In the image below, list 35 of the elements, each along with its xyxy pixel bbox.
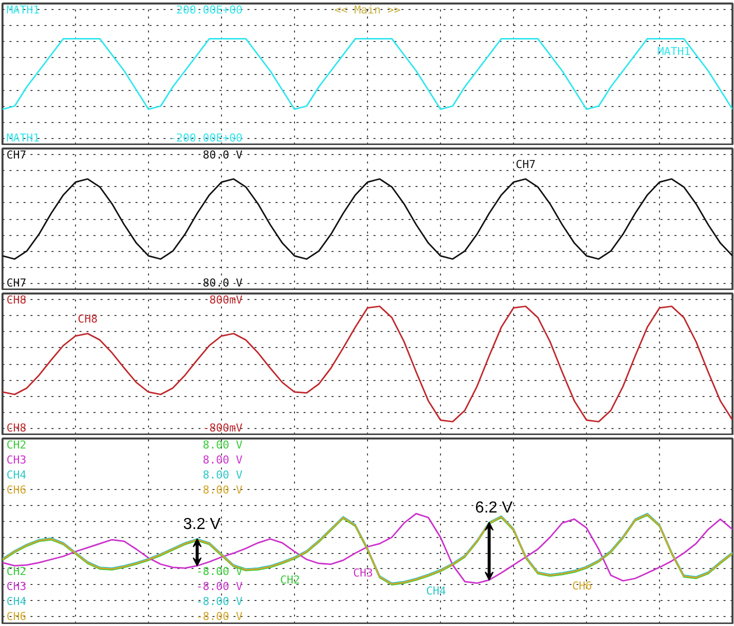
series-label: CH3 <box>353 566 374 580</box>
y-tick-label: 8.00 V <box>202 483 243 496</box>
series-label: MATH1 <box>657 44 690 58</box>
y-tick-label: -80.0 V <box>196 276 243 290</box>
text: CH4 <box>6 468 26 482</box>
y-tick-label: -800mV <box>202 422 243 435</box>
y-tick-label: 200.00E+00 <box>176 3 243 16</box>
text: CH2 <box>6 438 26 452</box>
series-label: CH4 <box>426 584 446 598</box>
series-label: CH7 <box>516 158 536 171</box>
y-tick-label: -200.00E+00 <box>170 132 243 145</box>
text: CH8 <box>6 293 26 306</box>
text: CH3 <box>6 580 26 593</box>
line-series <box>2 38 732 110</box>
text: CH8 <box>6 422 26 435</box>
line-series <box>2 306 732 422</box>
line-series <box>2 178 732 260</box>
text: CH6 <box>6 610 26 623</box>
y-tick-label: -8.00 V <box>196 610 243 623</box>
series-label: CH2 <box>6 564 26 578</box>
y-tick-label: 80.0 V <box>202 148 243 162</box>
series-label: CH8 <box>78 312 98 326</box>
text: MATH1 <box>6 132 40 145</box>
text: CH2 <box>280 573 300 586</box>
text: CH6 <box>6 483 26 496</box>
annotation: 6.2 V <box>475 499 513 516</box>
y-tick-label: 800mV <box>209 293 243 306</box>
text: CH7 <box>6 276 26 290</box>
text: CH7 <box>6 148 26 162</box>
series-label: CH6 <box>572 580 592 593</box>
chart-title: << Main >> <box>334 3 401 16</box>
annotation: 3.2 V <box>183 516 221 533</box>
text: MATH1 <box>6 3 40 16</box>
text: CH4 <box>6 594 26 608</box>
text: CH3 <box>6 453 26 466</box>
